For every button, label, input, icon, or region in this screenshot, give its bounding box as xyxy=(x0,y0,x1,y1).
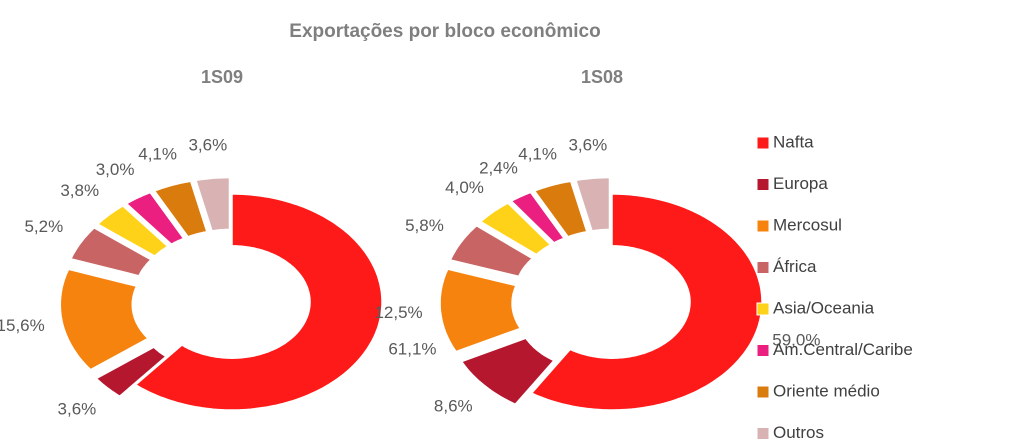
legend-label: Asia/Oceania xyxy=(773,298,875,317)
donut-slice xyxy=(194,176,231,232)
donut-slice xyxy=(59,268,150,371)
donut-slice xyxy=(69,226,153,277)
donut-slice xyxy=(125,191,185,246)
donut-slice xyxy=(449,224,534,278)
legend-swatch xyxy=(756,178,770,191)
data-label: 15,6% xyxy=(0,316,45,335)
donut-slice xyxy=(439,268,522,353)
data-label: 5,2% xyxy=(24,217,63,236)
data-label: 59,0% xyxy=(772,331,820,350)
legend-swatch xyxy=(756,385,770,399)
legend-swatch xyxy=(756,219,770,233)
legend-swatch xyxy=(756,344,770,357)
donut-slice xyxy=(574,176,611,232)
legend-label: Outros xyxy=(773,423,824,442)
donut-slice xyxy=(153,180,208,238)
chart-title: Exportações por bloco econômico xyxy=(289,21,600,42)
donut-slice xyxy=(96,204,170,257)
donut-slice xyxy=(460,337,556,406)
donut-slice xyxy=(533,180,588,238)
chart-subtitle: 1S08 xyxy=(581,67,623,87)
legend-label: Oriente médio xyxy=(773,381,880,400)
data-label: 3,8% xyxy=(60,181,99,200)
data-label: 3,6% xyxy=(568,136,607,155)
data-label: 4,0% xyxy=(445,178,484,197)
donut-slice xyxy=(95,346,168,398)
data-label: 3,6% xyxy=(188,136,227,155)
legend-label: Am.Central/Caribe xyxy=(773,340,913,359)
donut-slice xyxy=(134,193,383,411)
legend-swatch xyxy=(756,261,770,274)
legend-label: África xyxy=(773,257,817,276)
legend-label: Mercosul xyxy=(773,215,842,234)
data-label: 3,0% xyxy=(96,160,135,179)
legend-swatch xyxy=(756,136,770,150)
legend-swatch xyxy=(756,427,770,440)
data-label: 5,8% xyxy=(405,216,444,235)
data-label: 3,6% xyxy=(58,400,97,419)
data-label: 4,1% xyxy=(138,144,177,163)
data-label: 4,1% xyxy=(518,144,557,163)
donut-slice xyxy=(530,193,763,411)
donut-slice xyxy=(479,202,552,256)
legend-swatch xyxy=(756,302,770,316)
data-label: 8,6% xyxy=(434,397,473,416)
data-label: 12,5% xyxy=(374,303,422,322)
chart-subtitle: 1S09 xyxy=(201,67,243,87)
data-label: 61,1% xyxy=(388,339,436,358)
data-label: 2,4% xyxy=(479,158,518,177)
donut-slice xyxy=(510,191,566,244)
legend-label: Nafta xyxy=(773,132,814,151)
legend-label: Europa xyxy=(773,174,828,193)
